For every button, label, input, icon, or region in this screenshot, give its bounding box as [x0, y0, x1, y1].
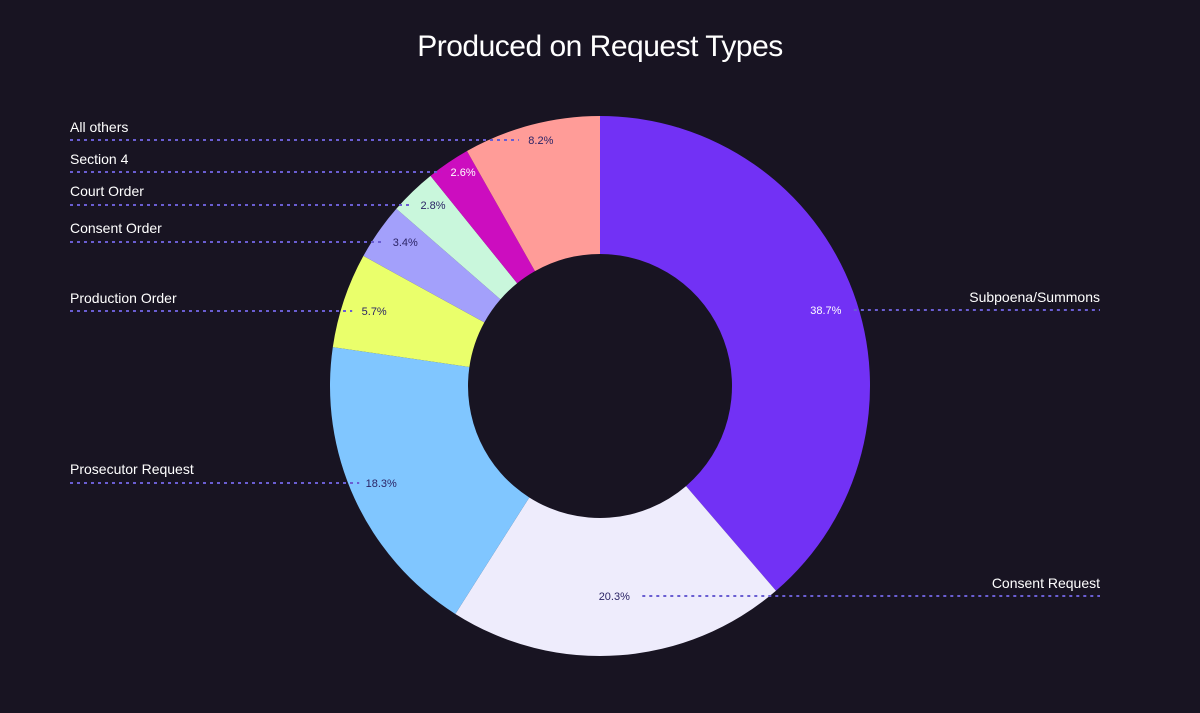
value-label-subpoena-summons: 38.7%	[810, 305, 841, 317]
value-label-prosecutor-request: 18.3%	[366, 478, 397, 490]
leader-lines-group	[70, 139, 1100, 597]
category-label-section-4: Section 4	[70, 151, 129, 167]
slices-group	[329, 116, 870, 657]
value-label-section-4: 2.6%	[451, 167, 476, 179]
value-label-consent-request: 20.3%	[599, 591, 630, 603]
category-label-consent-order: Consent Order	[70, 220, 162, 236]
slice-subpoena-summons	[600, 116, 870, 591]
value-label-consent-order: 3.4%	[393, 237, 418, 249]
value-label-court-order: 2.8%	[420, 200, 445, 212]
labels-group: 38.7% Subpoena/Summons 20.3% Consent Reques…	[70, 119, 1100, 603]
category-label-subpoena-summons: Subpoena/Summons	[969, 289, 1100, 305]
category-label-prosecutor-request: Prosecutor Request	[70, 461, 194, 477]
slice-all-others	[466, 116, 600, 272]
chart-title: Produced on Request Types	[417, 30, 783, 63]
slice-section-4	[430, 151, 535, 284]
slice-consent-request	[455, 486, 776, 657]
category-label-all-others: All others	[70, 119, 128, 135]
category-label-court-order: Court Order	[70, 183, 144, 199]
slice-prosecutor-request	[329, 347, 530, 614]
category-label-production-order: Production Order	[70, 290, 177, 306]
value-label-all-others: 8.2%	[528, 135, 553, 147]
slice-consent-order	[363, 208, 501, 323]
value-label-production-order: 5.7%	[362, 306, 387, 318]
slice-production-order	[332, 255, 485, 367]
category-label-consent-request: Consent Request	[992, 575, 1100, 591]
slice-court-order	[396, 175, 518, 300]
